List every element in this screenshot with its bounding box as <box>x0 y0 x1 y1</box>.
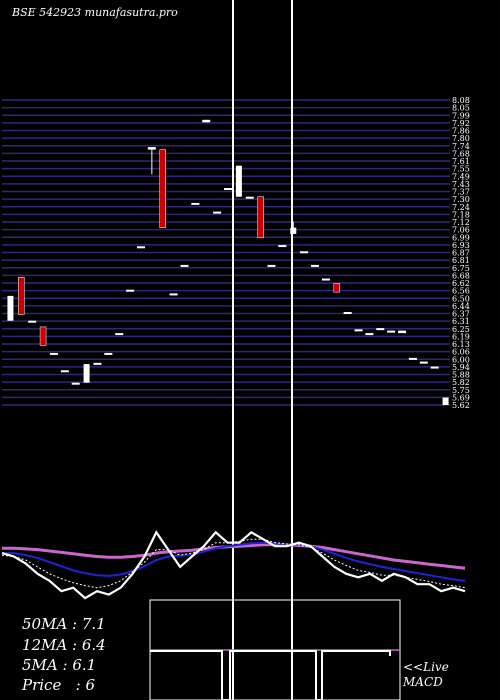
candle-body <box>419 361 428 364</box>
y-tick-label: 6.56 <box>452 287 470 296</box>
y-tick-label: 6.00 <box>452 355 470 364</box>
candle-body <box>126 289 135 292</box>
candle-body <box>235 165 242 197</box>
series-line-ma_short <box>1 538 466 589</box>
y-tick-label: 5.62 <box>452 401 470 410</box>
macd-line <box>150 650 391 700</box>
candle-body <box>290 227 297 234</box>
y-tick-label: 8.05 <box>452 104 470 113</box>
candle-body <box>180 264 189 267</box>
candle-body <box>365 333 374 336</box>
candle-body <box>93 362 102 365</box>
candle-body <box>311 264 320 267</box>
macd-title-label: MACD <box>403 675 443 689</box>
candle-body <box>430 366 439 369</box>
y-tick-label: 6.37 <box>452 310 470 319</box>
y-tick-label: 7.55 <box>452 165 470 174</box>
candle-body <box>213 211 222 214</box>
y-tick-label: 8.08 <box>452 96 470 105</box>
y-tick-label: 7.86 <box>452 127 470 136</box>
y-tick-label: 5.82 <box>452 378 470 387</box>
candle-body <box>71 382 80 385</box>
candle-body <box>49 352 58 355</box>
candle-body <box>398 330 407 334</box>
y-tick-label: 6.87 <box>452 249 470 258</box>
y-tick-label: 5.69 <box>452 393 470 402</box>
y-tick-label: 6.81 <box>452 256 470 265</box>
ma50-label: 50MA : 7.1 <box>22 615 106 633</box>
candle-body <box>159 149 166 228</box>
candle-body <box>267 264 276 267</box>
candle-body <box>202 119 211 123</box>
candle-body <box>104 352 113 355</box>
candle-body <box>333 283 341 293</box>
y-tick-label: 7.43 <box>452 180 470 189</box>
series-line-price <box>1 530 466 600</box>
candle-body <box>60 370 69 373</box>
candle-body <box>376 328 385 331</box>
candle-body <box>224 188 232 191</box>
y-tick-label: 6.93 <box>452 241 470 250</box>
candle-body <box>28 320 37 323</box>
y-tick-label: 7.12 <box>452 218 470 227</box>
y-tick-label: 7.30 <box>452 195 470 204</box>
candle-body <box>343 312 352 315</box>
candle-body <box>136 246 145 249</box>
y-tick-label: 6.25 <box>452 325 470 334</box>
candle-body <box>18 277 25 315</box>
brand-label: BSE 542923 munafasutra.pro <box>12 6 178 19</box>
y-tick-label: 6.50 <box>452 294 470 303</box>
candle-body <box>115 333 124 336</box>
y-tick-label: 7.37 <box>452 188 470 197</box>
y-tick-label: 7.74 <box>452 142 470 151</box>
y-tick-label: 6.31 <box>452 317 470 326</box>
candle-body <box>257 196 264 238</box>
candle-body <box>147 147 156 150</box>
candle-body <box>83 364 90 383</box>
candle-body <box>354 329 363 332</box>
y-tick-label: 7.92 <box>452 119 470 128</box>
y-tick-label: 7.24 <box>452 203 470 212</box>
candle-body <box>278 245 287 248</box>
candle-body <box>7 295 14 321</box>
y-tick-label: 7.61 <box>452 157 470 166</box>
y-tick-label: 6.06 <box>452 348 470 357</box>
candle-body <box>408 357 417 360</box>
y-tick-label: 7.68 <box>452 149 470 158</box>
y-tick-label: 7.06 <box>452 226 470 235</box>
price-label: Price : 6 <box>22 676 96 694</box>
y-tick-label: 6.62 <box>452 279 470 288</box>
candle-body <box>321 278 330 281</box>
candle-body <box>387 330 396 333</box>
y-tick-label: 6.75 <box>452 264 470 273</box>
ma12-label: 12MA : 6.4 <box>22 636 106 654</box>
y-tick-label: 7.49 <box>452 172 470 181</box>
y-tick-label: 5.88 <box>452 371 470 380</box>
ma5-label: 5MA : 6.1 <box>22 656 97 674</box>
y-tick-label: 5.75 <box>452 386 470 395</box>
y-tick-label: 6.68 <box>452 271 470 280</box>
y-tick-label: 6.13 <box>452 340 470 349</box>
candle-body <box>300 251 309 254</box>
y-tick-label: 7.18 <box>452 210 470 219</box>
candle-body <box>191 202 200 205</box>
y-tick-label: 7.99 <box>452 111 470 120</box>
y-tick-label: 6.99 <box>452 233 470 242</box>
y-tick-label: 6.44 <box>452 302 470 311</box>
candle-body <box>169 293 178 296</box>
y-tick-label: 7.80 <box>452 134 470 143</box>
candle-body <box>39 326 47 346</box>
y-tick-label: 6.19 <box>452 332 470 341</box>
candle-body <box>442 397 449 405</box>
macd-live-label: <<Live <box>403 660 449 674</box>
series-line-ma_mid <box>2 541 466 582</box>
y-tick-label: 5.94 <box>452 363 470 372</box>
candle-body <box>245 196 254 199</box>
